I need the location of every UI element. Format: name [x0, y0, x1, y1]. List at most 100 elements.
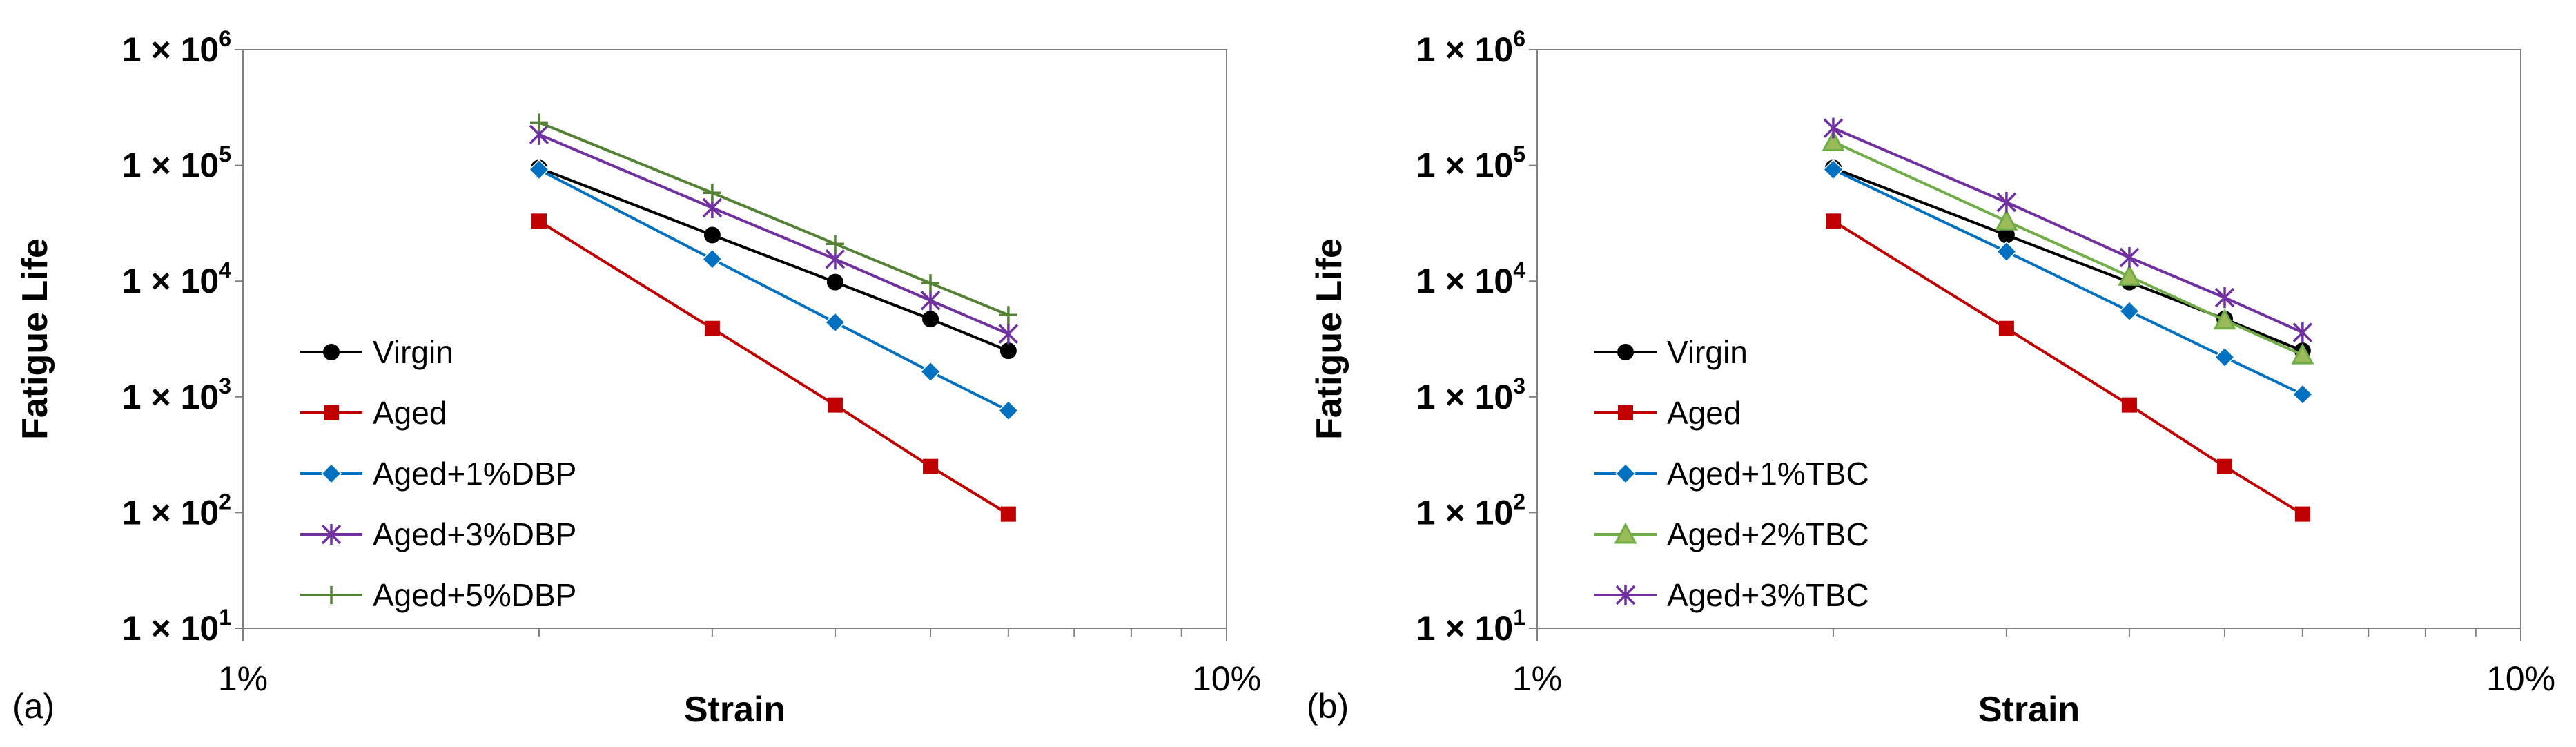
legend-label: Aged+1%TBC [1667, 456, 1869, 492]
series-aged-3-dbp [529, 124, 1019, 345]
data-point [1996, 241, 2017, 262]
legend-entry: Aged [300, 395, 447, 431]
legend-label: Aged+1%DBP [373, 456, 576, 492]
data-point [2213, 308, 2236, 330]
data-point [1995, 209, 2018, 231]
y-tick-label: 1 × 101 [122, 605, 231, 648]
x-axis-title: Strain [684, 690, 786, 730]
y-tick-label: 1 × 106 [1416, 26, 1525, 69]
legend-entry: Aged+1%TBC [1594, 456, 1869, 492]
x-tick-label: 1% [218, 659, 268, 698]
y-tick-exponent: 5 [1513, 142, 1525, 167]
legend-marker [321, 524, 342, 545]
series-virgin [530, 159, 1017, 360]
data-point [2214, 347, 2236, 368]
data-point [1000, 506, 1016, 522]
series-aged [531, 213, 1016, 522]
series-line [538, 166, 1009, 352]
series-line [538, 121, 1009, 317]
data-point [1822, 130, 1845, 151]
y-tick-base: 1 × 10 [1416, 493, 1513, 532]
legend-entry: Virgin [1594, 334, 1748, 370]
series-virgin [1824, 159, 2311, 360]
data-point [920, 290, 941, 311]
y-tick-exponent: 2 [1513, 489, 1525, 514]
data-point [826, 235, 844, 253]
series-aged-3-tbc [1823, 117, 2313, 343]
y-tick-base: 1 × 10 [122, 378, 219, 416]
data-point [827, 397, 843, 413]
series-aged-5-dbp [529, 113, 1017, 324]
data-point [824, 311, 846, 333]
data-point [2294, 506, 2310, 522]
y-tick-base: 1 × 10 [122, 146, 219, 185]
y-tick-label: 1 × 102 [122, 489, 231, 532]
series-aged [1825, 213, 2310, 522]
data-point [1822, 159, 1844, 180]
legend-marker [1614, 522, 1637, 544]
data-point [528, 159, 550, 180]
legend-marker [320, 463, 342, 485]
legend-label: Aged+5%DBP [373, 577, 576, 613]
legend-marker [1617, 344, 1634, 360]
data-point [1823, 117, 1844, 139]
data-point [2118, 264, 2141, 286]
data-point [704, 320, 720, 336]
y-tick-exponent: 2 [219, 489, 231, 514]
data-point [1996, 192, 2017, 213]
series-line [538, 133, 1009, 336]
legend-entry: Aged+5%DBP [300, 577, 576, 613]
data-point [2118, 300, 2140, 322]
plot-area [242, 49, 1227, 629]
legend-entry: Virgin [300, 334, 453, 370]
y-tick-exponent: 1 [1513, 605, 1525, 630]
y-axis-title: Fatigue Life [15, 238, 55, 440]
data-point [2217, 458, 2233, 474]
legend-entry: Aged+3%DBP [300, 516, 576, 552]
x-tick-label: 10% [2486, 659, 2555, 698]
y-tick-exponent: 5 [219, 142, 231, 167]
legend-label: Aged+3%TBC [1667, 577, 1869, 613]
legend-marker [1614, 463, 1637, 485]
data-point [701, 249, 723, 270]
y-tick-base: 1 × 10 [122, 262, 219, 300]
legend-label: Aged+3%DBP [373, 516, 576, 552]
y-tick-label: 1 × 104 [122, 258, 231, 300]
data-point [531, 213, 547, 229]
legend-entry: Aged+3%TBC [1594, 577, 1869, 613]
data-point [922, 311, 939, 328]
y-tick-label: 1 × 106 [122, 26, 231, 69]
legend-label: Aged [373, 395, 447, 431]
y-tick-exponent: 3 [1513, 374, 1525, 398]
legend-marker [324, 405, 339, 420]
y-tick-exponent: 4 [219, 258, 231, 282]
data-point [997, 400, 1019, 421]
data-point [921, 274, 940, 293]
series-aged-1-dbp [528, 159, 1019, 421]
data-point [998, 323, 1019, 345]
y-tick-exponent: 3 [219, 374, 231, 398]
y-tick-exponent: 1 [219, 605, 231, 630]
data-point [2119, 246, 2140, 268]
legend-label: Virgin [1667, 334, 1748, 370]
y-tick-label: 1 × 101 [1416, 605, 1525, 648]
legend-marker [323, 344, 340, 360]
data-point [923, 458, 939, 474]
data-point [1998, 320, 2014, 336]
data-point [2291, 343, 2314, 365]
y-tick-base: 1 × 10 [122, 493, 219, 532]
data-point [999, 306, 1017, 324]
data-point [2214, 287, 2235, 309]
y-tick-base: 1 × 10 [1416, 609, 1513, 648]
series-line [1833, 168, 2303, 396]
legend-label: Virgin [373, 334, 453, 370]
y-tick-label: 1 × 104 [1416, 258, 1525, 300]
y-tick-label: 1 × 103 [1416, 374, 1525, 416]
y-tick-label: 1 × 105 [1416, 142, 1525, 185]
data-point [2292, 322, 2313, 343]
data-point [703, 184, 721, 202]
